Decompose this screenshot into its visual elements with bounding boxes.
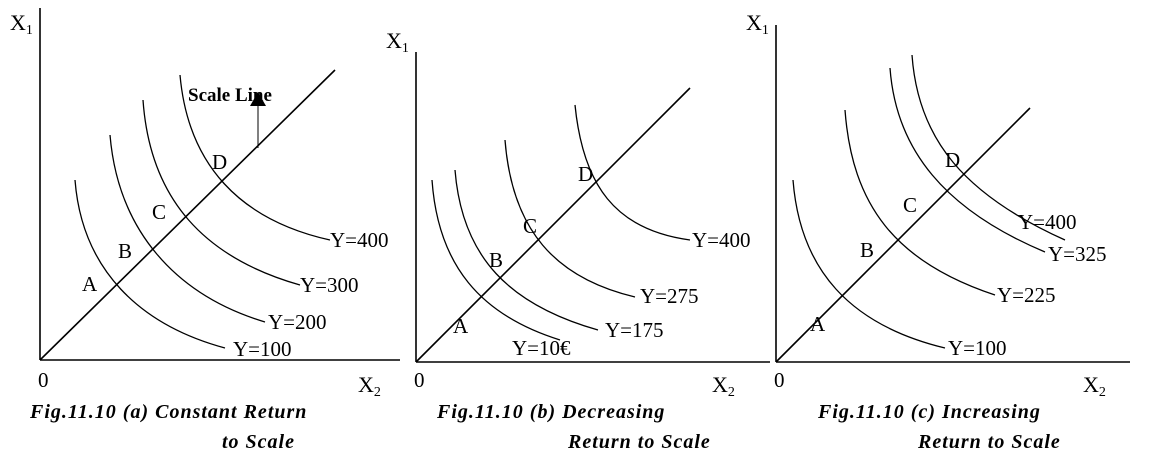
panel-c-point-d: D — [945, 148, 960, 172]
panel-a-point-b: B — [118, 239, 132, 263]
panel-a-point-a: A — [82, 272, 98, 296]
panel-a-y-axis-label: X1 — [10, 10, 33, 38]
panel-c-curve-label-y100: Y=100 — [948, 336, 1007, 360]
panel-a-curve-label-y300: Y=300 — [300, 273, 359, 297]
panel-b-isoquant-y400 — [574, 104, 691, 241]
panel-b-point-a: A — [453, 314, 469, 338]
panel-b-point-d: D — [578, 162, 593, 186]
panel-b-caption-line2: Return to Scale — [567, 431, 711, 453]
panel-c-y-axis-label: X1 — [746, 10, 769, 38]
panel-b-caption-line1: Fig.11.10 (b) Decreasing — [436, 401, 665, 423]
panel-b-isoquant-y100 — [431, 179, 561, 341]
panel-b-point-c: C — [523, 214, 537, 238]
panel-a-scale-line — [39, 69, 336, 361]
panel-c-curve-label-y225: Y=225 — [997, 283, 1056, 307]
panel-c-x-axis-label: X2 — [1083, 372, 1106, 400]
panel-b-isoquant-y275 — [504, 139, 636, 298]
panel-b-origin-label: 0 — [414, 368, 425, 392]
panel-c-caption-line1: Fig.11.10 (c) Increasing — [817, 401, 1041, 423]
panel-c-point-b: B — [860, 238, 874, 262]
panel-b-scale-line — [415, 87, 691, 363]
panel-c: X1 X2 0 A B C D Y=100 Y=225 Y=325 Y=400 … — [746, 10, 1130, 453]
panel-c-isoquant-y225 — [844, 109, 996, 296]
panel-a-point-c: C — [152, 200, 166, 224]
panel-c-point-a: A — [810, 312, 826, 336]
panel-c-isoquant-y100 — [792, 179, 946, 349]
panel-a-scale-line-arrowhead — [250, 92, 266, 106]
panel-b-curve-label-y100: Y=10€ — [512, 336, 571, 360]
panel-c-curve-label-y325: Y=325 — [1048, 242, 1107, 266]
panel-b-curve-label-y175: Y=175 — [605, 318, 664, 342]
panel-a: X1 X2 0 A B C D Y=100 Y=200 Y=300 Y=400 … — [10, 8, 400, 453]
panel-b: X1 X2 0 A B C D Y=10€ Y=175 Y=275 Y=400 … — [386, 28, 770, 453]
panel-a-x-axis-label: X2 — [358, 372, 381, 400]
panel-c-origin-label: 0 — [774, 368, 785, 392]
panel-c-scale-line — [775, 107, 1031, 363]
panel-a-caption-line2: to Scale — [222, 431, 295, 453]
panel-c-point-c: C — [903, 193, 917, 217]
panel-a-origin-label: 0 — [38, 368, 49, 392]
panel-a-point-d: D — [212, 150, 227, 174]
panel-c-curve-label-y400: Y=400 — [1018, 210, 1077, 234]
panel-a-curve-label-y200: Y=200 — [268, 310, 327, 334]
panel-b-point-b: B — [489, 248, 503, 272]
panel-c-caption-line2: Return to Scale — [917, 431, 1061, 453]
panel-b-curve-label-y275: Y=275 — [640, 284, 699, 308]
panel-a-isoquant-y400 — [179, 74, 331, 241]
panel-b-x-axis-label: X2 — [712, 372, 735, 400]
panel-a-curve-label-y400: Y=400 — [330, 228, 389, 252]
panel-a-isoquant-y300 — [142, 99, 301, 286]
panel-a-curve-label-y100: Y=100 — [233, 337, 292, 361]
panel-b-y-axis-label: X1 — [386, 28, 409, 56]
panel-b-curve-label-y400: Y=400 — [692, 228, 751, 252]
panel-a-isoquant-y100 — [74, 179, 226, 349]
panel-c-isoquant-y400 — [911, 54, 1066, 241]
panel-c-isoquant-y325 — [889, 67, 1046, 253]
panel-a-caption-line1: Fig.11.10 (a) Constant Return — [29, 401, 307, 423]
panel-a-isoquant-y200 — [109, 134, 266, 323]
panel-b-isoquant-y175 — [454, 169, 599, 331]
panel-a-scale-line-label: Scale Line — [188, 85, 272, 106]
